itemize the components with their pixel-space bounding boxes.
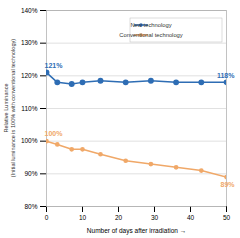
svg-text:30: 30 [151,214,159,221]
svg-text:Number of days after irradiati: Number of days after irradiation → [87,227,186,235]
svg-text:120%: 120% [21,72,38,79]
svg-text:100%: 100% [21,137,38,144]
svg-text:Relative Luminance(Initial lum: Relative Luminance(Initial luminance is … [3,39,16,178]
svg-text:140%: 140% [21,7,38,14]
svg-text:Conventional technology: Conventional technology [119,32,183,38]
svg-text:130%: 130% [21,39,38,46]
svg-text:100%: 100% [45,130,64,137]
svg-text:89%: 89% [220,181,235,188]
svg-text:90%: 90% [24,170,37,177]
svg-text:121%: 121% [45,62,64,69]
svg-text:20: 20 [115,214,123,221]
svg-text:0: 0 [45,214,49,221]
svg-text:New technology: New technology [130,22,171,28]
svg-text:80%: 80% [24,203,37,210]
svg-text:40: 40 [187,214,195,221]
svg-text:10: 10 [79,214,87,221]
svg-text:118%: 118% [217,72,235,79]
svg-text:110%: 110% [21,105,37,112]
svg-text:50: 50 [223,214,231,221]
